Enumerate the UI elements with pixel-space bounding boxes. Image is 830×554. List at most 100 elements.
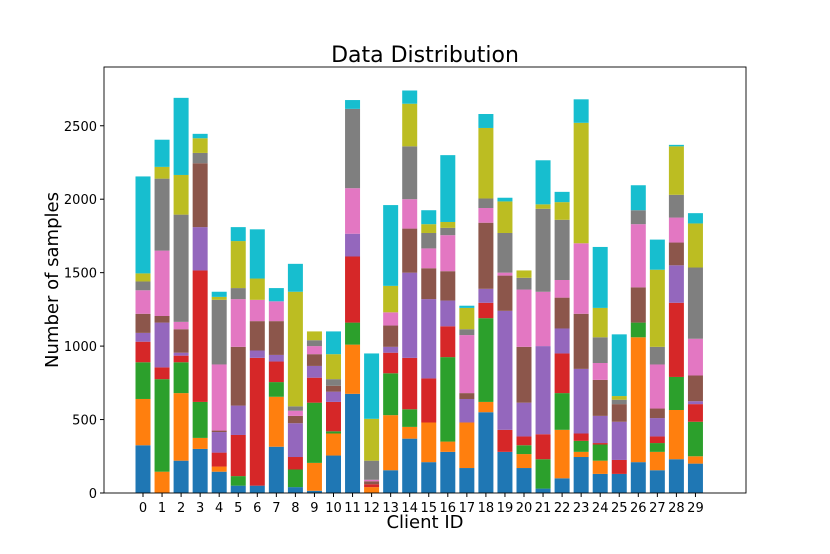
- bar-client-2-class-3: [173, 355, 189, 363]
- bar-client-6-class-5: [249, 321, 265, 351]
- bar-client-11-class-9: [345, 100, 361, 109]
- bar-client-24-class-5: [592, 379, 608, 416]
- axes-frame: [103, 66, 747, 494]
- bar-client-2-class-7: [173, 214, 189, 322]
- bar-client-19-class-0: [497, 451, 513, 493]
- bar-client-29-class-0: [687, 463, 703, 493]
- bar-client-8-class-9: [287, 263, 303, 292]
- bar-client-8-class-8: [287, 291, 303, 407]
- chart-title: Data Distribution: [331, 43, 519, 68]
- x-tick-label: 13: [382, 501, 399, 516]
- bar-client-8-class-4: [287, 423, 303, 458]
- bar-client-0-class-5: [135, 313, 151, 333]
- bar-client-7-class-4: [268, 354, 284, 362]
- bar-client-14-class-4: [402, 272, 418, 358]
- bar-client-19-class-5: [497, 275, 513, 311]
- bar-client-10-class-2: [326, 431, 341, 434]
- bar-client-1-class-8: [154, 166, 170, 179]
- bar-client-2-class-1: [173, 393, 189, 461]
- bar-client-15-class-8: [421, 224, 437, 233]
- bar-client-1-class-9: [154, 139, 170, 167]
- bar-client-11-class-2: [345, 322, 361, 345]
- bar-client-3-class-3: [192, 270, 208, 402]
- x-tick-label: 16: [440, 501, 457, 516]
- bar-client-27-class-4: [649, 418, 665, 437]
- bar-client-28-class-3: [668, 302, 684, 377]
- bar-client-28-class-1: [668, 410, 684, 460]
- bar-client-11-class-4: [345, 233, 361, 257]
- bar-client-1-class-3: [154, 367, 170, 380]
- bar-client-24-class-3: [592, 443, 608, 445]
- y-tick-label: 0: [89, 487, 97, 502]
- bar-client-7-class-0: [268, 446, 284, 493]
- bar-client-19-class-9: [497, 197, 513, 202]
- bar-client-4-class-1: [211, 466, 227, 472]
- bar-client-15-class-0: [421, 462, 437, 493]
- bar-client-20-class-2: [516, 445, 532, 455]
- bar-client-4-class-8: [211, 296, 227, 300]
- bar-client-16-class-9: [440, 155, 456, 222]
- bar-client-28-class-2: [668, 376, 684, 410]
- x-tick-label: 7: [272, 501, 280, 516]
- bar-client-1-class-1: [154, 471, 170, 493]
- bar-client-17-class-1: [459, 422, 475, 469]
- bar-client-29-class-5: [687, 375, 703, 402]
- bar-client-18-class-4: [478, 288, 494, 303]
- bar-client-14-class-3: [402, 357, 418, 410]
- bar-client-1-class-5: [154, 315, 170, 323]
- bar-client-3-class-8: [192, 138, 208, 153]
- bar-client-20-class-4: [516, 402, 532, 437]
- bar-client-13-class-8: [383, 285, 399, 313]
- bar-client-20-class-1: [516, 454, 532, 469]
- bar-client-29-class-3: [687, 404, 703, 422]
- bar-client-6-class-6: [249, 299, 265, 322]
- bar-client-18-class-7: [478, 198, 494, 209]
- y-tick-label: 500: [72, 414, 97, 429]
- bar-client-22-class-4: [554, 328, 570, 354]
- bar-client-26-class-6: [630, 224, 646, 288]
- bar-client-1-class-2: [154, 379, 170, 472]
- bar-client-2-class-8: [173, 174, 189, 215]
- bar-client-16-class-4: [440, 300, 456, 327]
- bar-client-25-class-5: [611, 404, 627, 422]
- bar-client-27-class-3: [649, 436, 665, 444]
- bar-client-23-class-3: [573, 433, 589, 441]
- bar-client-19-class-7: [497, 232, 513, 273]
- bar-client-22-class-1: [554, 429, 570, 479]
- bar-client-25-class-9: [611, 334, 627, 397]
- bar-client-20-class-0: [516, 468, 532, 493]
- bar-client-14-class-1: [402, 426, 418, 439]
- bar-client-26-class-9: [630, 185, 646, 211]
- bar-client-20-class-6: [516, 289, 532, 347]
- bar-client-28-class-0: [668, 459, 684, 493]
- bar-client-0-class-2: [135, 362, 151, 399]
- bar-client-9-class-8: [306, 331, 322, 341]
- x-tick-label: 18: [478, 501, 495, 516]
- bar-client-0-class-6: [135, 290, 151, 314]
- bar-client-7-class-5: [268, 321, 284, 355]
- bar-client-7-class-6: [268, 301, 284, 322]
- bar-client-21-class-3: [535, 434, 551, 460]
- bar-client-28-class-7: [668, 194, 684, 218]
- bar-client-25-class-7: [611, 399, 627, 405]
- bar-client-4-class-6: [211, 364, 227, 431]
- bar-client-22-class-0: [554, 478, 570, 493]
- bar-client-10-class-0: [326, 455, 341, 493]
- bar-client-3-class-1: [192, 437, 208, 449]
- bar-client-16-class-8: [440, 221, 456, 228]
- plot-area: [135, 90, 703, 493]
- bar-client-12-class-8: [364, 418, 380, 461]
- bar-client-29-class-7: [687, 267, 703, 339]
- bar-client-15-class-1: [421, 422, 437, 463]
- bar-client-29-class-1: [687, 456, 703, 464]
- x-tick-label: 26: [630, 501, 647, 516]
- bar-client-27-class-8: [649, 269, 665, 347]
- bar-client-22-class-7: [554, 219, 570, 280]
- bar-client-17-class-7: [459, 329, 475, 336]
- bar-client-14-class-7: [402, 146, 418, 200]
- bar-client-3-class-0: [192, 448, 208, 493]
- bar-client-2-class-9: [173, 97, 189, 175]
- bar-client-13-class-4: [383, 346, 399, 353]
- bar-client-8-class-5: [287, 415, 303, 424]
